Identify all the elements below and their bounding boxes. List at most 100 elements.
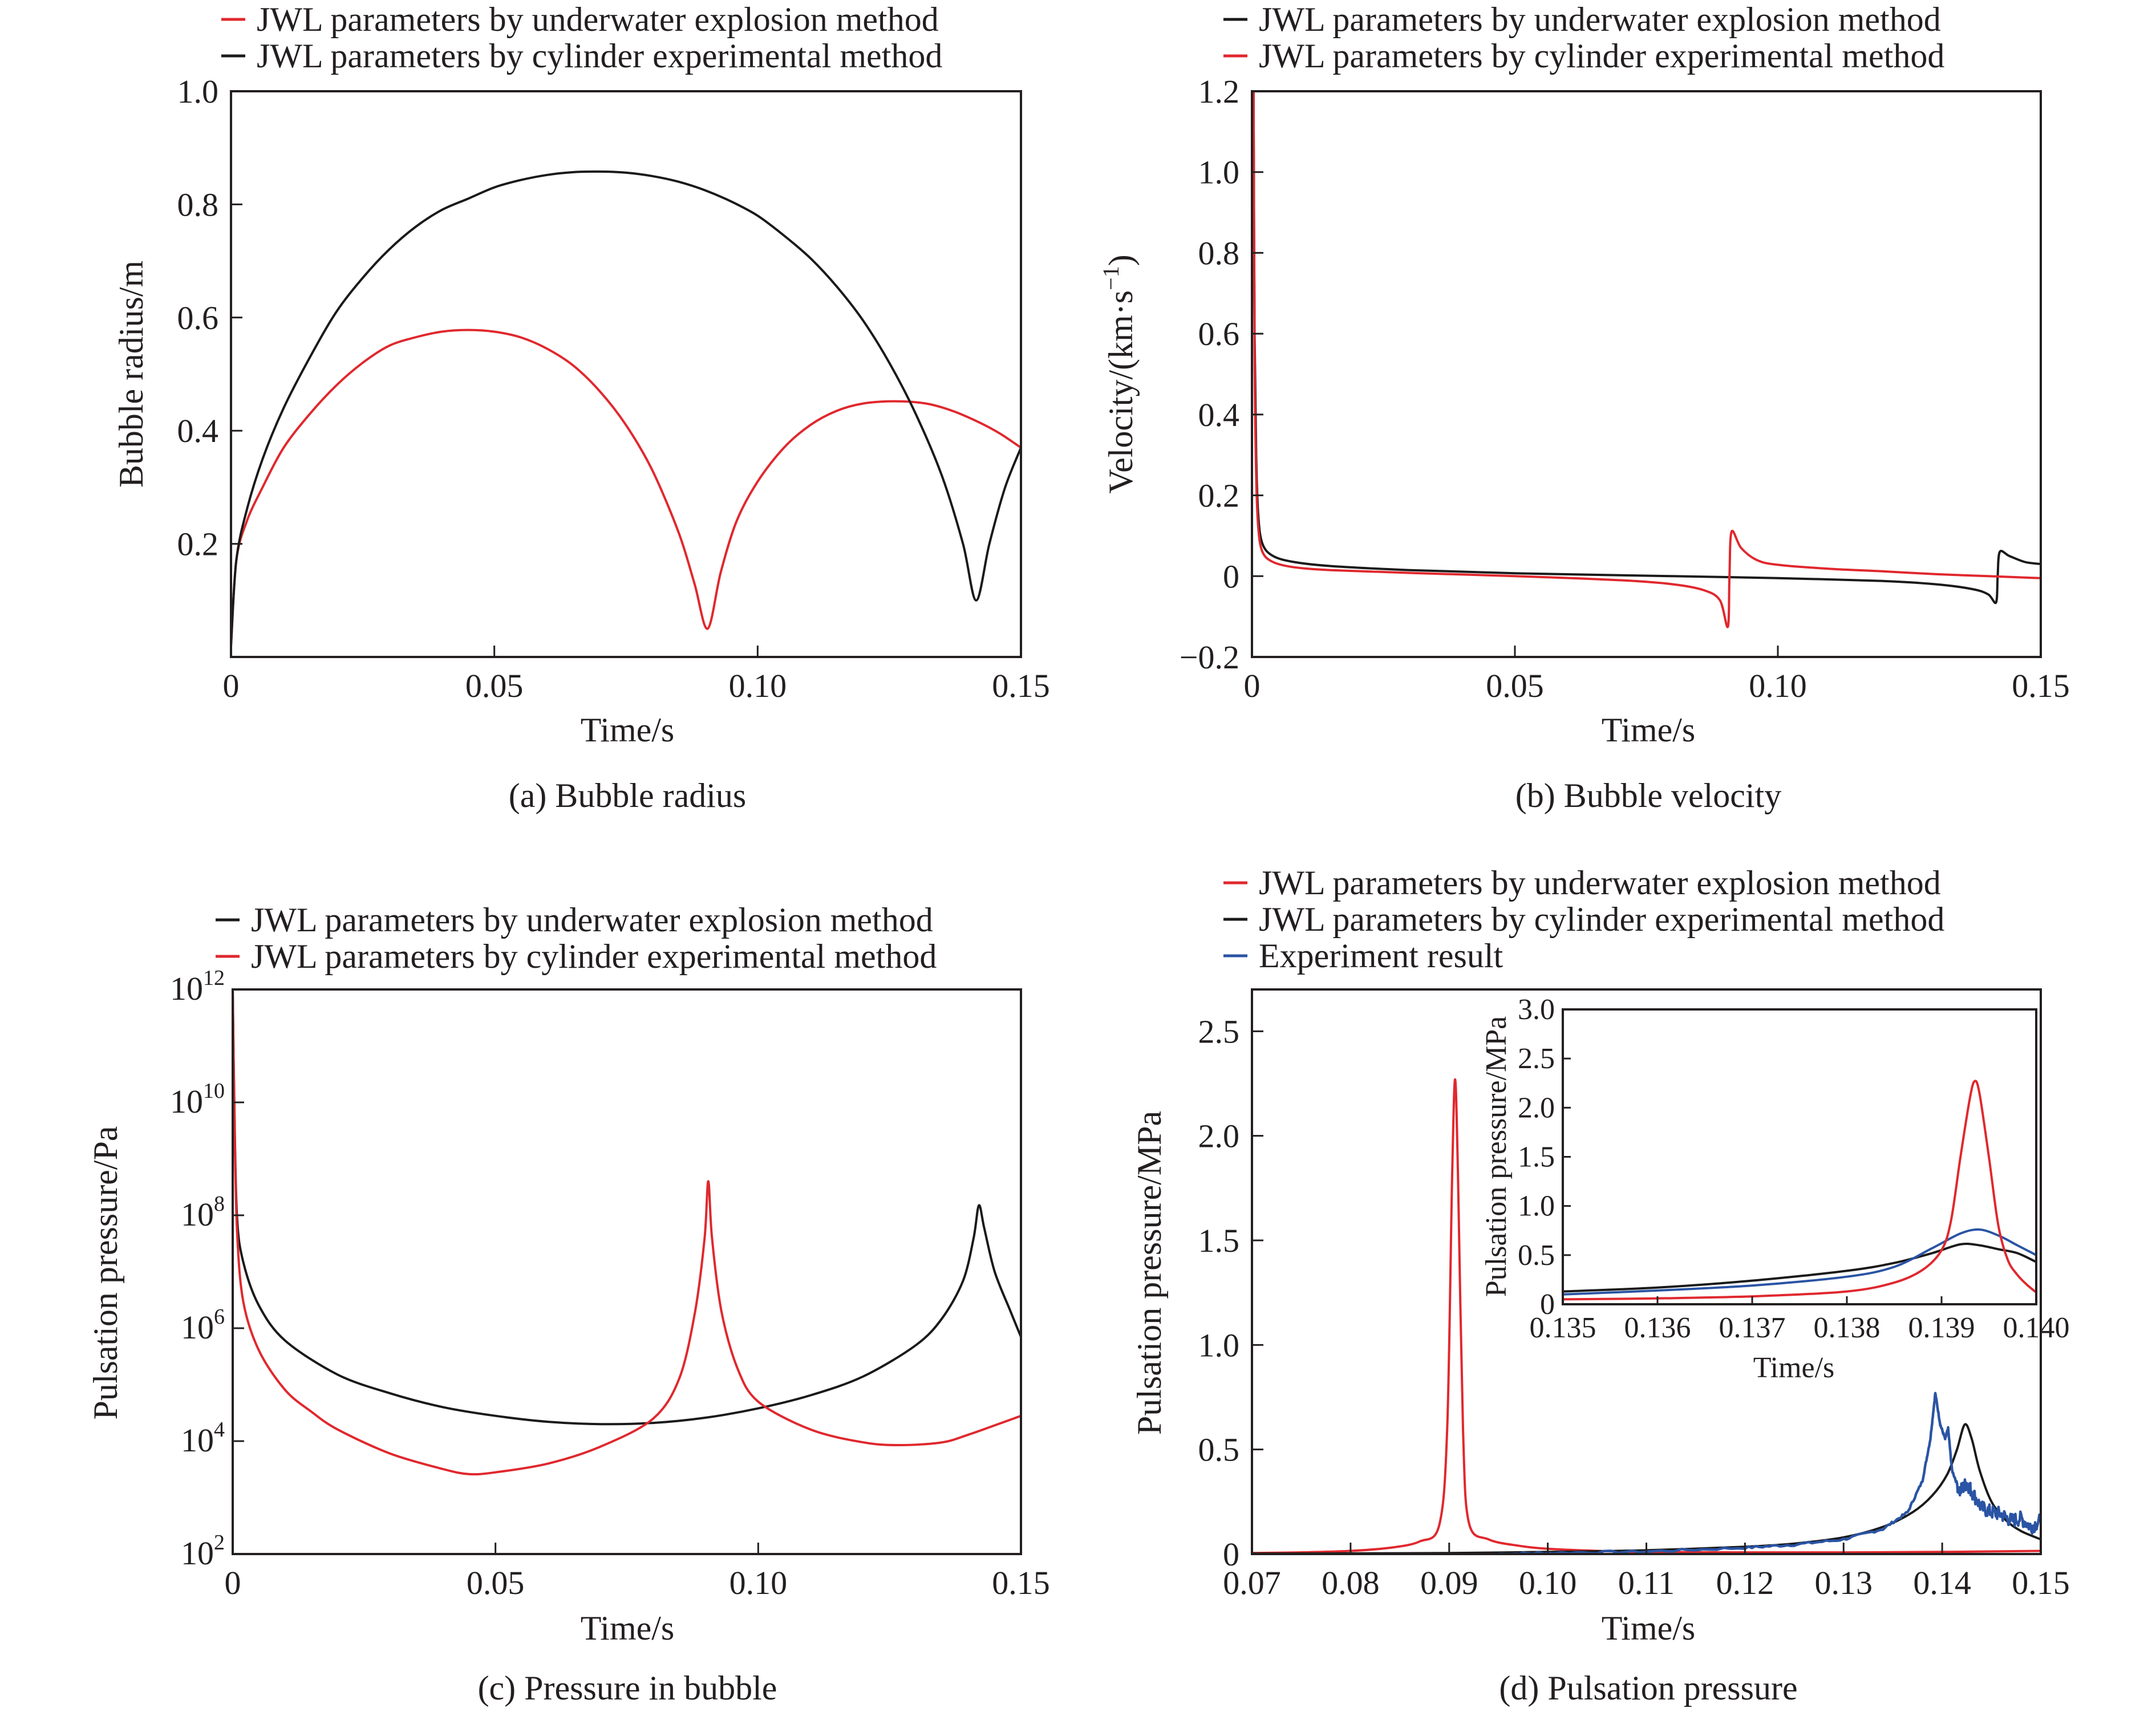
y-tick-label: 2.0 — [1518, 1092, 1555, 1124]
series-line-1 — [1563, 1243, 2036, 1293]
y-tick-label: 1.0 — [1518, 1190, 1555, 1223]
y-tick-label: 0 — [1540, 1288, 1555, 1321]
legend: JWL parameters by underwater explosion m… — [1223, 864, 1944, 975]
x-tick-label: 0.140 — [2003, 1312, 2070, 1344]
y-tick-label: 108 — [181, 1192, 225, 1233]
y-axis-label: Pulsation pressure/Pa — [87, 1126, 124, 1420]
legend-entry: JWL parameters by cylinder experimental … — [251, 938, 937, 975]
y-tick-label: 2.5 — [1198, 1013, 1240, 1050]
y-tick-label: 0.6 — [1198, 315, 1240, 352]
x-tick-label: 0 — [225, 1564, 241, 1601]
series-line-2 — [1252, 1423, 2041, 1554]
legend: JWL parameters by underwater explosion m… — [221, 1, 942, 75]
y-tick-label: 0.2 — [177, 526, 219, 563]
plot-frame — [232, 988, 1022, 1555]
x-axis-label: Time/s — [581, 1609, 675, 1647]
y-axis-label: Velocity/(km·s−1) — [1098, 254, 1140, 493]
x-tick-label: 0.10 — [1749, 667, 1807, 704]
y-axis-label: Bubble radius/m — [112, 261, 150, 488]
x-axis-label: Time/s — [1602, 1609, 1696, 1647]
x-tick-label: 0.05 — [467, 1564, 525, 1601]
x-tick-label: 0.13 — [1815, 1564, 1873, 1601]
y-tick-label: 0.4 — [1198, 396, 1240, 433]
x-tick-label: 0.15 — [992, 1564, 1050, 1601]
legend-entry: JWL parameters by underwater explosion m… — [257, 1, 939, 38]
x-tick-label: 0.138 — [1814, 1312, 1881, 1344]
y-tick-label: 0.5 — [1518, 1239, 1555, 1272]
y-tick-label: 102 — [181, 1531, 225, 1572]
y-tick-label: 106 — [181, 1305, 225, 1346]
y-tick-label: 1.0 — [1198, 154, 1240, 191]
y-tick-label: 0.5 — [1198, 1431, 1240, 1468]
series-line-1 — [1252, 91, 2041, 605]
plot-frame — [1251, 90, 2042, 658]
legend-entry: JWL parameters by cylinder experimental … — [1259, 900, 1944, 938]
inset-x-axis-label: Time/s — [1753, 1352, 1835, 1384]
y-tick-label: −0.2 — [1180, 639, 1239, 676]
series-line-1 — [231, 328, 1021, 646]
y-tick-label: 1012 — [170, 966, 225, 1007]
inset-background — [1563, 1009, 2036, 1304]
plot-frame — [230, 90, 1022, 658]
inset-y-axis-label: Pulsation pressure/MPa — [1480, 1016, 1513, 1297]
y-tick-label: 1.2 — [1198, 73, 1240, 110]
x-tick-label: 0.05 — [1486, 667, 1544, 704]
legend-entry: JWL parameters by underwater explosion m… — [251, 901, 933, 939]
x-tick-label: 0.136 — [1624, 1312, 1691, 1344]
y-tick-label: 0.8 — [1198, 234, 1240, 271]
y-tick-label: 0.8 — [177, 186, 219, 223]
x-tick-label: 0.11 — [1618, 1564, 1675, 1601]
series-group — [1252, 91, 2041, 628]
x-tick-label: 0.14 — [1913, 1564, 1971, 1601]
y-axis-label: Pulsation pressure/MPa — [1130, 1111, 1168, 1435]
panel-caption: (c) Pressure in bubble — [478, 1669, 777, 1707]
legend-entry: Experiment result — [1259, 937, 1503, 975]
y-tick-label: 0.2 — [1198, 477, 1240, 514]
x-axis-label: Time/s — [1602, 711, 1696, 749]
x-tick-label: 0.07 — [1223, 1564, 1281, 1601]
series-line-2 — [1563, 1228, 2036, 1296]
x-tick-label: 0.10 — [1519, 1564, 1577, 1601]
series-line-3 — [1498, 1391, 2041, 1554]
y-tick-label: 3.0 — [1518, 993, 1555, 1026]
series-line-1 — [233, 989, 1021, 1426]
x-tick-label: 0.08 — [1322, 1564, 1380, 1601]
x-tick-label: 0.05 — [465, 667, 524, 704]
series-line-2 — [233, 989, 1021, 1476]
y-tick-label: 0 — [1223, 1536, 1239, 1573]
x-tick-label: 0.139 — [1908, 1312, 1975, 1344]
series-group — [233, 989, 1021, 1476]
series-line-3 — [1563, 1080, 2036, 1301]
series-line-2 — [231, 170, 1021, 646]
y-tick-label: 1.5 — [1518, 1141, 1555, 1174]
x-tick-label: 0.137 — [1719, 1312, 1786, 1344]
legend-entry: JWL parameters by cylinder experimental … — [257, 37, 942, 75]
panel-caption: (a) Bubble radius — [509, 777, 747, 814]
x-tick-label: 0.15 — [2012, 667, 2070, 704]
x-tick-label: 0.135 — [1530, 1312, 1596, 1344]
panel-d: JWL parameters by underwater explosion m… — [1130, 864, 2070, 1707]
panel-caption: (d) Pulsation pressure — [1499, 1669, 1797, 1707]
y-tick-label: 1010 — [170, 1079, 225, 1120]
panel-c: JWL parameters by underwater explosion m… — [87, 901, 1050, 1707]
legend-entry: JWL parameters by underwater explosion m… — [1259, 1, 1941, 38]
y-tick-label: 1.0 — [1198, 1326, 1240, 1364]
x-tick-label: 0 — [1244, 667, 1261, 704]
legend: JWL parameters by underwater explosion m… — [216, 901, 937, 975]
legend-entry: JWL parameters by underwater explosion m… — [1259, 864, 1941, 902]
panel-caption: (b) Bubble velocity — [1515, 777, 1782, 814]
series-group — [231, 170, 1021, 646]
y-tick-label: 104 — [181, 1418, 225, 1459]
inset-chart: 0.135 0.136 0.137 0.138 0.139 0.140 0 0.5 1.0 1.5… — [1480, 993, 2070, 1384]
panel-b: JWL parameters by underwater explosion m… — [1098, 1, 2070, 814]
y-tick-label: 2.0 — [1198, 1118, 1240, 1155]
y-tick-label: 0 — [1223, 558, 1239, 595]
x-tick-label: 0.12 — [1716, 1564, 1774, 1601]
x-tick-label: 0.10 — [730, 1564, 788, 1601]
panel-a: JWL parameters by underwater explosion m… — [112, 1, 1050, 814]
y-tick-label: 0.6 — [177, 299, 219, 336]
x-tick-label: 0.15 — [992, 667, 1050, 704]
series-group — [1563, 1080, 2036, 1301]
x-tick-label: 0.10 — [729, 667, 787, 704]
